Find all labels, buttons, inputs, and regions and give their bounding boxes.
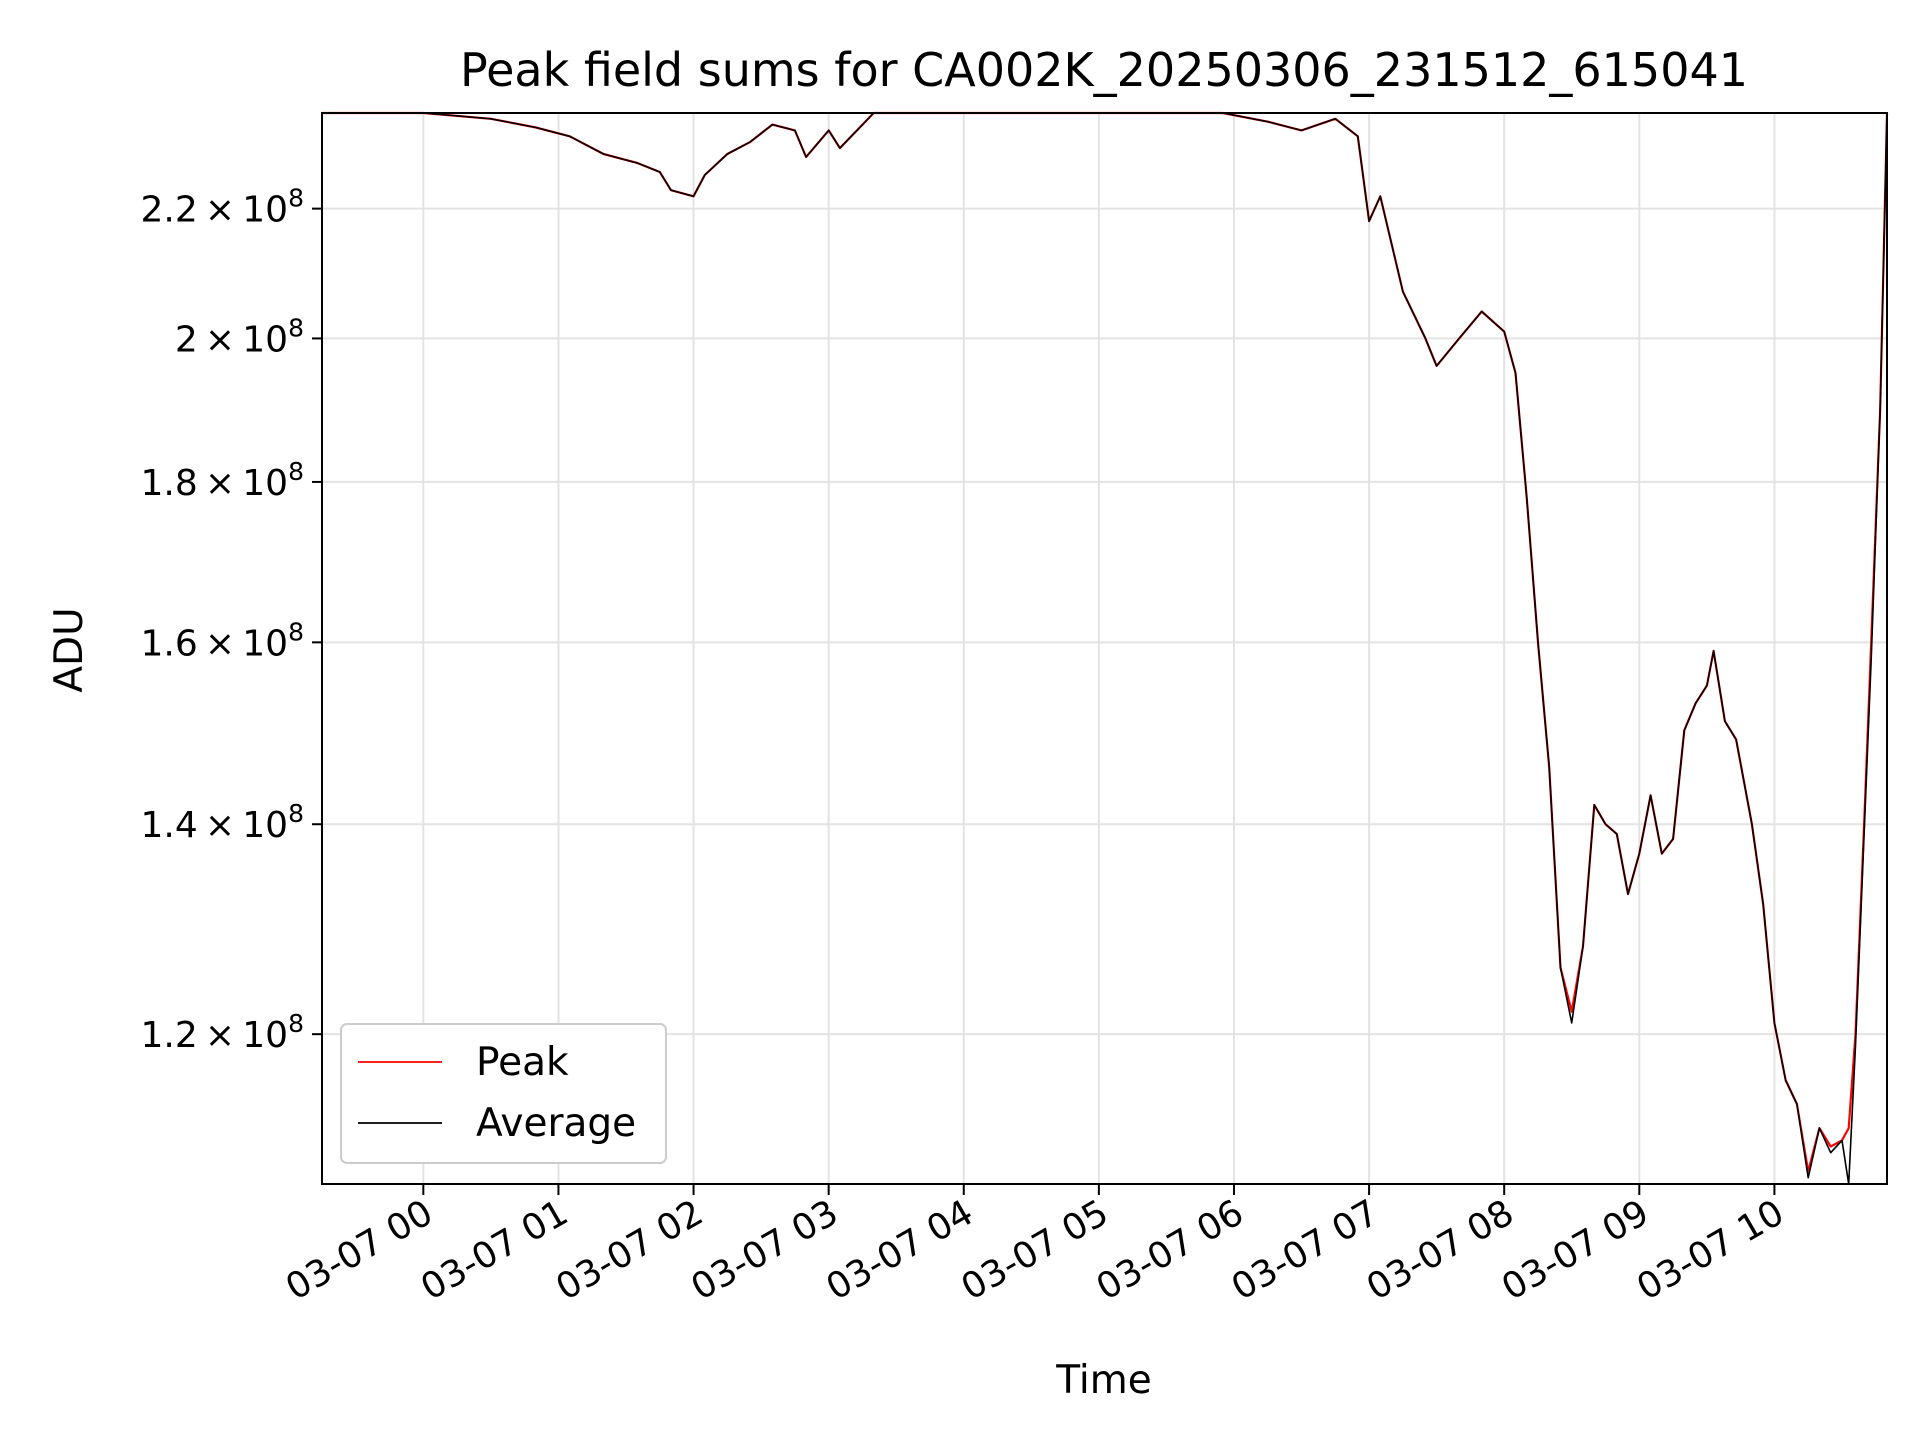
y-tick-label: 1.6 × 108 (140, 617, 304, 664)
y-tick-mantissa: 1.4 × 10 (140, 805, 288, 846)
series-line-average (322, 112, 1888, 1185)
y-tick-label: 1.8 × 108 (140, 457, 304, 504)
y-axis-label: ADU (47, 607, 92, 692)
legend-label-peak: Peak (476, 1040, 569, 1085)
y-tick-mantissa: 1.8 × 10 (140, 463, 288, 504)
legend-label-average: Average (476, 1101, 636, 1146)
y-tick-label: 2.2 × 108 (140, 184, 304, 231)
y-tick-mantissa: 2.2 × 10 (140, 190, 288, 231)
x-axis-label: Time (1055, 1358, 1151, 1403)
grid (322, 113, 1887, 1184)
y-tick-exponent: 8 (288, 313, 304, 342)
y-tick-exponent: 8 (288, 799, 304, 828)
y-tick-mantissa: 1.2 × 10 (140, 1015, 288, 1056)
plot-frame (321, 112, 1888, 1185)
y-tick-exponent: 8 (288, 457, 304, 486)
series-layer (322, 111, 1889, 1185)
y-tick-exponent: 8 (288, 184, 304, 213)
legend: Peak Average (340, 1023, 667, 1164)
y-tick-mantissa: 2 × 10 (175, 319, 288, 360)
y-tick-exponent: 8 (288, 617, 304, 646)
y-tick-exponent: 8 (288, 1009, 304, 1038)
y-tick-label: 2 × 108 (175, 313, 304, 360)
y-tick-label: 1.4 × 108 (140, 799, 304, 846)
y-tick-mantissa: 1.6 × 10 (140, 623, 288, 664)
y-tick-label: 1.2 × 108 (140, 1009, 304, 1056)
chart-title: Peak field sums for CA002K_20250306_2315… (460, 43, 1748, 97)
legend-box (340, 1023, 667, 1164)
